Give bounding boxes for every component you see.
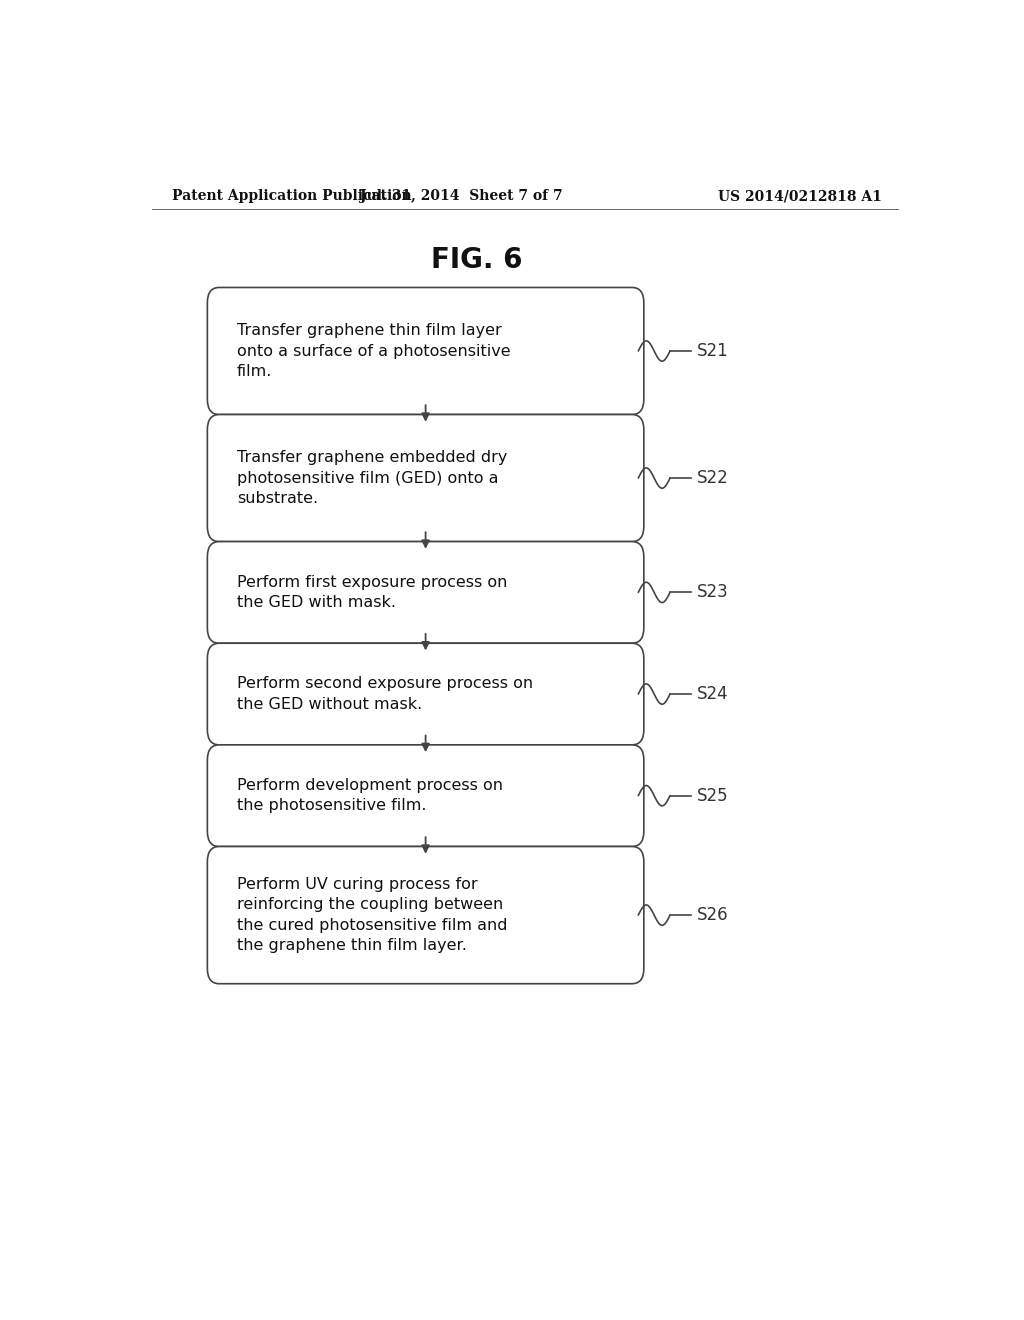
FancyBboxPatch shape bbox=[207, 643, 644, 744]
FancyBboxPatch shape bbox=[207, 541, 644, 643]
Text: Jul. 31, 2014  Sheet 7 of 7: Jul. 31, 2014 Sheet 7 of 7 bbox=[360, 189, 562, 203]
Text: Perform UV curing process for
reinforcing the coupling between
the cured photose: Perform UV curing process for reinforcin… bbox=[237, 876, 507, 953]
Text: Transfer graphene embedded dry
photosensitive film (GED) onto a
substrate.: Transfer graphene embedded dry photosens… bbox=[237, 450, 507, 506]
Text: Transfer graphene thin film layer
onto a surface of a photosensitive
film.: Transfer graphene thin film layer onto a… bbox=[237, 323, 510, 379]
Text: S23: S23 bbox=[697, 583, 729, 602]
Text: S22: S22 bbox=[697, 469, 729, 487]
FancyBboxPatch shape bbox=[207, 288, 644, 414]
Text: S26: S26 bbox=[697, 906, 729, 924]
Text: Patent Application Publication: Patent Application Publication bbox=[172, 189, 412, 203]
Text: S25: S25 bbox=[697, 787, 729, 805]
Text: US 2014/0212818 A1: US 2014/0212818 A1 bbox=[718, 189, 882, 203]
Text: S24: S24 bbox=[697, 685, 729, 704]
Text: Perform development process on
the photosensitive film.: Perform development process on the photo… bbox=[237, 777, 503, 813]
FancyBboxPatch shape bbox=[207, 846, 644, 983]
Text: Perform first exposure process on
the GED with mask.: Perform first exposure process on the GE… bbox=[237, 574, 507, 610]
FancyBboxPatch shape bbox=[207, 744, 644, 846]
Text: S21: S21 bbox=[697, 342, 729, 360]
Text: FIG. 6: FIG. 6 bbox=[431, 246, 523, 275]
FancyBboxPatch shape bbox=[207, 414, 644, 541]
Text: Perform second exposure process on
the GED without mask.: Perform second exposure process on the G… bbox=[237, 676, 532, 711]
